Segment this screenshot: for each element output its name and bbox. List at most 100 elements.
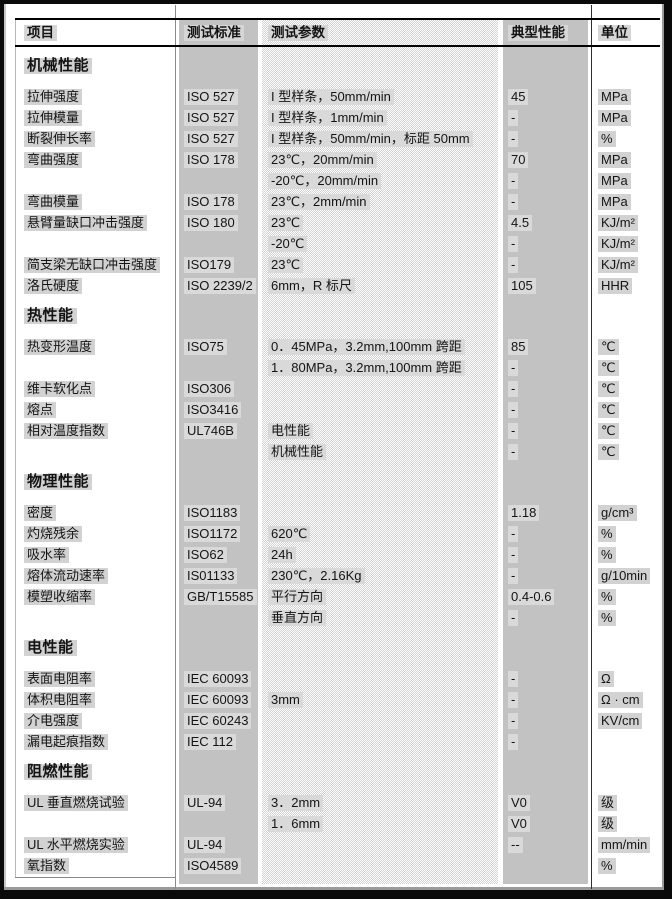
parameter-cell: 0．45MPa，3.2mm,100mm 跨距: [262, 336, 503, 357]
standard-cell: UL746B: [175, 420, 262, 441]
parameter-cell: 24h: [262, 544, 503, 565]
parameter-cell: [262, 710, 503, 731]
section-title: 物理性能: [24, 474, 93, 490]
unit-cell-text: MPa: [598, 193, 631, 210]
parameter-cell: I 型样条，50mm/min，标距 50mm: [262, 128, 503, 149]
parameter-cell-text: 1．6mm: [268, 815, 324, 832]
header-typical-performance-label: 典型性能: [508, 24, 568, 41]
table-row: 维卡软化点 ISO306 - ℃: [15, 378, 660, 399]
value-cell: -: [503, 523, 591, 544]
parameter-cell: 23℃，2mm/min: [262, 191, 503, 212]
table-row: UL 水平燃烧实验 UL-94 -- mm/min: [15, 834, 660, 855]
value-cell: -: [503, 107, 591, 128]
value-cell-text: 105: [508, 277, 536, 294]
standard-cell: ISO179: [175, 254, 262, 275]
parameter-cell: [262, 834, 503, 855]
item-cell-text: 拉伸模量: [24, 109, 83, 126]
value-cell: --: [503, 834, 591, 855]
parameter-cell: -20℃，20mm/min: [262, 170, 503, 191]
item-cell: 弯曲模量: [15, 191, 175, 212]
standard-cell: ISO306: [175, 378, 262, 399]
item-cell: 悬臂量缺口冲击强度: [15, 212, 175, 233]
value-cell-text: 45: [508, 88, 529, 105]
item-cell-text: 熔点: [24, 401, 57, 418]
value-cell: -: [503, 128, 591, 149]
value-cell: 4.5: [503, 212, 591, 233]
value-cell: -: [503, 668, 591, 689]
standard-cell-text: ISO306: [184, 380, 235, 397]
parameter-cell: 620℃: [262, 523, 503, 544]
standard-cell-text: UL-94: [184, 836, 226, 853]
table-row: 相对温度指数 UL746B 电性能 - ℃: [15, 420, 660, 441]
value-cell-text: -: [508, 733, 519, 750]
standard-cell: ISO75: [175, 336, 262, 357]
value-cell: 85: [503, 336, 591, 357]
section-title-cell: 热性能: [15, 296, 175, 336]
table-row: 表面电阻率 IEC 60093 - Ω: [15, 668, 660, 689]
value-cell-text: V0: [508, 815, 530, 832]
item-cell-text: 吸水率: [24, 546, 70, 563]
standard-cell: UL-94: [175, 834, 262, 855]
section-title-cell: 电性能: [15, 628, 175, 668]
table-row: 熔体流动速率 IS01133 230℃，2.16Kg - g/10min: [15, 565, 660, 586]
value-cell: 0.4-0.6: [503, 586, 591, 607]
parameter-cell: [262, 378, 503, 399]
unit-cell: g/cm³: [591, 502, 660, 523]
standard-cell: IEC 60093: [175, 689, 262, 710]
item-cell-text: 体积电阻率: [24, 691, 96, 708]
unit-cell-text: KV/cm: [598, 712, 643, 729]
table-row: 熔点 ISO3416 - ℃: [15, 399, 660, 420]
value-cell-text: -: [508, 691, 519, 708]
standard-cell: ISO62: [175, 544, 262, 565]
table-row: 断裂伸长率 ISO 527 I 型样条，50mm/min，标距 50mm -%: [15, 128, 660, 149]
value-cell: 1.18: [503, 502, 591, 523]
standard-cell: ISO 527: [175, 107, 262, 128]
unit-column-divider: [591, 5, 592, 889]
item-cell-text: 表面电阻率: [24, 670, 96, 687]
value-cell: 45: [503, 86, 591, 107]
item-cell: 介电强度: [15, 710, 175, 731]
standard-cell-text: ISO 2239/2: [184, 277, 256, 294]
item-cell-text: 密度: [24, 504, 57, 521]
standard-cell: [175, 607, 262, 628]
standard-cell: ISO 527: [175, 128, 262, 149]
standard-cell-text: ISO1172: [184, 525, 241, 542]
parameter-cell-text: 电性能: [268, 422, 314, 439]
item-cell: 密度: [15, 502, 175, 523]
parameter-cell: 3mm: [262, 689, 503, 710]
unit-cell-text: mm/min: [598, 836, 651, 853]
unit-cell-text: g/10min: [598, 567, 651, 584]
item-cell-text: 热变形温度: [24, 338, 96, 355]
standard-cell-text: UL-94: [184, 794, 226, 811]
item-cell: UL 水平燃烧实验: [15, 834, 175, 855]
standard-cell-text: IEC 112: [184, 733, 237, 750]
standard-cell: IEC 60093: [175, 668, 262, 689]
item-cell: 热变形温度: [15, 336, 175, 357]
unit-cell: MPa: [591, 86, 660, 107]
value-cell-text: -: [508, 546, 519, 563]
table-row: 机械性能 - ℃: [15, 441, 660, 462]
item-cell: 断裂伸长率: [15, 128, 175, 149]
header-item-label: 项目: [24, 24, 57, 41]
value-cell: -: [503, 254, 591, 275]
unit-cell: ℃: [591, 399, 660, 420]
unit-cell-text: ℃: [598, 443, 619, 460]
item-cell: [15, 441, 175, 462]
value-cell: -: [503, 544, 591, 565]
standard-cell-text: ISO179: [184, 256, 235, 273]
standard-cell: ISO 527: [175, 86, 262, 107]
unit-cell: ℃: [591, 378, 660, 399]
unit-cell: %: [591, 855, 660, 876]
section-title-cell: 阻燃性能: [15, 752, 175, 792]
unit-cell-text: %: [598, 525, 616, 542]
unit-cell: MPa: [591, 191, 660, 212]
standard-cell-text: UL746B: [184, 422, 237, 439]
value-cell: -: [503, 191, 591, 212]
section-title: 阻燃性能: [24, 764, 93, 780]
item-cell-text: 模塑收缩率: [24, 588, 96, 605]
standard-cell: [175, 813, 262, 834]
parameter-cell-text: 3．2mm: [268, 794, 324, 811]
standard-cell-text: IEC 60243: [184, 712, 252, 729]
standard-cell-text: ISO 178: [184, 151, 238, 168]
